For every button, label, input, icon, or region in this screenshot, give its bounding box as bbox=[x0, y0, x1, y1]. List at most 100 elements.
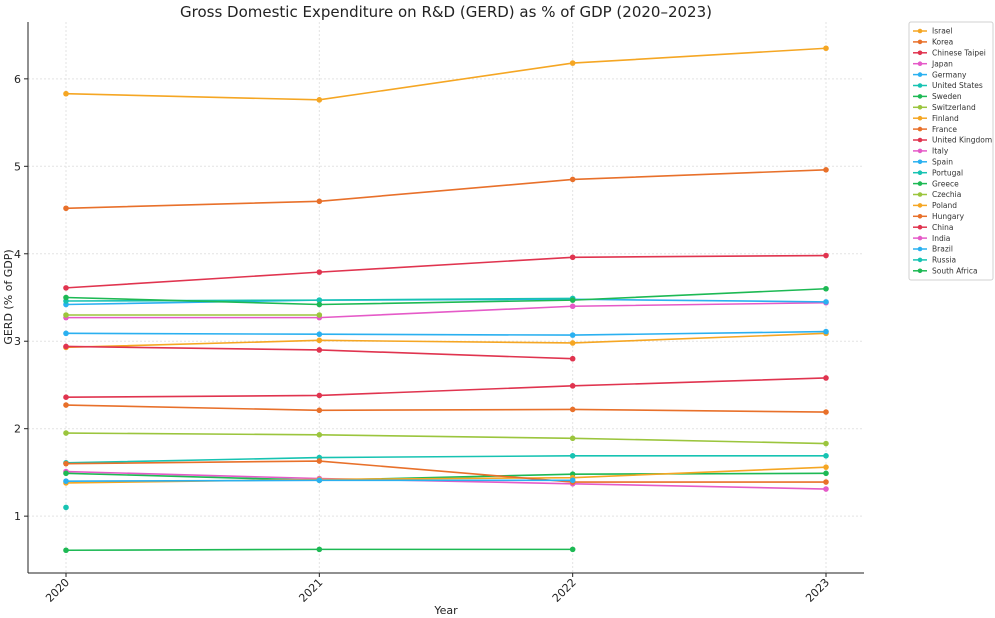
series-line bbox=[65, 169, 827, 210]
series-line bbox=[66, 301, 827, 319]
series-korea bbox=[63, 167, 829, 212]
data-point bbox=[569, 297, 576, 303]
chart-title: Gross Domestic Expenditure on R&D (GERD)… bbox=[180, 3, 712, 21]
legend-swatch-marker bbox=[917, 224, 923, 230]
x-tick-label: 2020 bbox=[43, 576, 72, 605]
series-line bbox=[65, 472, 827, 482]
legend-swatch-marker bbox=[917, 235, 923, 241]
data-point bbox=[63, 394, 69, 401]
legend-item: Czechia bbox=[913, 190, 961, 199]
axes bbox=[27, 22, 864, 574]
legend-item: Finland bbox=[913, 114, 959, 123]
data-point bbox=[823, 375, 829, 381]
legend-swatch-marker bbox=[917, 170, 923, 175]
data-point bbox=[316, 331, 323, 338]
legend-label: United States bbox=[932, 81, 983, 90]
data-point bbox=[316, 301, 323, 308]
legend-item: Israel bbox=[913, 27, 953, 36]
data-point bbox=[823, 479, 829, 485]
data-point bbox=[823, 45, 829, 52]
series-brazil bbox=[63, 477, 576, 484]
data-point bbox=[823, 453, 829, 459]
legend-swatch-marker bbox=[917, 28, 923, 34]
legend-swatch-marker bbox=[917, 61, 923, 66]
data-point bbox=[63, 90, 69, 97]
data-point bbox=[823, 486, 829, 492]
grid bbox=[28, 22, 864, 573]
legend-item: Germany bbox=[913, 70, 967, 79]
series-line bbox=[65, 287, 827, 306]
legend-swatch-marker bbox=[917, 246, 923, 252]
series-portugal bbox=[63, 453, 829, 466]
series-czechia bbox=[63, 430, 829, 447]
data-point bbox=[63, 547, 69, 554]
series-line bbox=[65, 470, 827, 490]
x-axis-label: Year bbox=[433, 604, 458, 617]
x-tick-label: 2022 bbox=[550, 576, 579, 605]
legend-label: Greece bbox=[932, 179, 959, 188]
legend-label: Portugal bbox=[932, 168, 963, 177]
legend-label: Czechia bbox=[932, 190, 961, 199]
legend-label: France bbox=[932, 125, 957, 134]
legend-label: Japan bbox=[931, 59, 953, 68]
data-point bbox=[823, 440, 829, 447]
y-tick-label: 1 bbox=[14, 510, 21, 523]
y-tick-label: 2 bbox=[14, 423, 21, 436]
data-point bbox=[316, 269, 323, 275]
series-spain bbox=[63, 328, 829, 338]
legend-swatch-marker bbox=[917, 137, 923, 143]
data-point bbox=[569, 60, 576, 66]
legend-swatch-marker bbox=[917, 268, 923, 274]
series-line bbox=[65, 432, 827, 445]
ticks: 1 2 3 4 5 6 2020 2021 2022 2023 bbox=[14, 73, 832, 605]
data-point bbox=[316, 312, 323, 318]
data-point bbox=[569, 176, 576, 183]
legend-swatch-marker bbox=[917, 115, 923, 121]
series-line bbox=[65, 460, 826, 483]
legend-label: Chinese Taipei bbox=[932, 49, 986, 58]
legend-item: Italy bbox=[913, 147, 949, 156]
data-point bbox=[569, 406, 576, 413]
series-united-kingdom bbox=[63, 343, 576, 362]
data-point bbox=[823, 464, 829, 470]
legend-item: Portugal bbox=[913, 168, 963, 177]
data-point bbox=[823, 167, 829, 173]
legend-label: Sweden bbox=[932, 92, 962, 101]
legend-item: Russia bbox=[913, 256, 956, 265]
data-point bbox=[63, 205, 69, 212]
series-line bbox=[65, 332, 827, 349]
legend-label: Israel bbox=[932, 27, 953, 36]
data-point bbox=[63, 312, 69, 318]
data-point bbox=[63, 285, 69, 291]
series-switzerland bbox=[63, 312, 323, 318]
series-line bbox=[65, 254, 827, 289]
legend-label: Hungary bbox=[932, 212, 965, 221]
data-point bbox=[316, 297, 323, 303]
legend-label: South Africa bbox=[932, 267, 978, 276]
legend-label: Poland bbox=[932, 201, 957, 210]
y-tick-label: 6 bbox=[14, 73, 21, 86]
legend-item: Switzerland bbox=[913, 103, 976, 112]
data-point bbox=[316, 347, 323, 353]
x-tick-label: 2021 bbox=[296, 576, 325, 605]
data-point bbox=[316, 477, 323, 484]
legend-item: Japan bbox=[913, 59, 953, 68]
data-point bbox=[569, 332, 576, 338]
data-point bbox=[63, 294, 69, 301]
data-point bbox=[316, 97, 323, 103]
y-tick-label: 4 bbox=[14, 248, 21, 261]
legend-label: United Kingdom bbox=[932, 136, 992, 145]
legend-item: United Kingdom bbox=[913, 136, 992, 145]
data-point bbox=[63, 470, 69, 477]
data-point bbox=[569, 453, 576, 459]
data-point bbox=[316, 458, 323, 464]
x-tick-label: 2023 bbox=[803, 576, 832, 605]
data-point bbox=[823, 299, 829, 305]
data-point bbox=[63, 504, 69, 511]
legend-label: Italy bbox=[932, 147, 949, 156]
legend-label: Brazil bbox=[932, 245, 953, 254]
data-point bbox=[823, 285, 829, 292]
legend-label: Finland bbox=[932, 114, 959, 123]
data-point bbox=[316, 198, 323, 205]
